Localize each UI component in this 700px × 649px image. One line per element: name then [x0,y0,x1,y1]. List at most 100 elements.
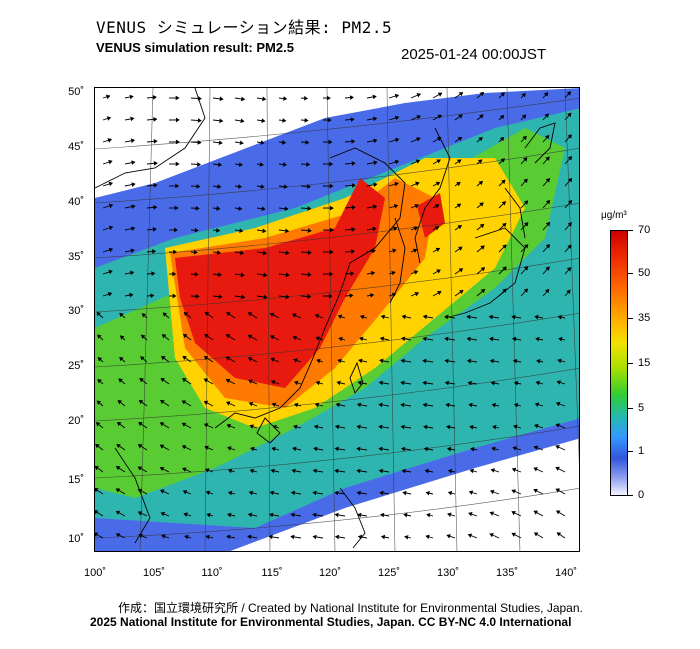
wind-arrowhead [108,247,114,253]
wind-arrowhead [555,510,561,515]
wind-arrowhead [502,244,507,249]
wind-arrowhead [373,204,378,210]
wind-arrowhead [262,250,268,256]
lon-label-100: 100˚ [83,567,107,579]
wind-arrowhead [96,400,102,405]
wind-arrowhead [119,335,125,340]
wind-arrowhead [401,468,406,474]
lat-label-20: 20˚ [68,415,84,427]
wind-arrowhead [217,162,223,167]
wind-arrowhead [480,267,486,272]
wind-arrowhead [329,271,334,277]
wind-arrowhead [334,512,339,518]
wind-arrowhead [444,358,449,364]
wind-arrowhead [119,356,124,362]
wind-arrowhead [285,272,290,278]
wind-arrowhead [160,511,166,517]
wind-arrowhead [394,181,399,187]
wind-arrowhead [378,402,383,408]
wind-arrowhead [533,445,539,450]
wind-arrowhead [511,314,516,320]
wind-arrowhead [304,117,309,123]
colorbar-label-5: 5 [638,402,645,414]
wind-arrowhead [468,511,473,517]
wind-arrowhead [555,488,561,493]
wind-arrowhead [444,336,449,342]
wind-arrowhead [349,95,354,100]
wind-arrowhead [567,134,572,139]
wind-arrowhead [555,466,560,471]
wind-arrowhead [172,293,177,299]
wind-arrowhead [416,115,421,120]
wind-arrowhead [304,95,309,101]
wind-arrowhead [350,271,355,276]
wind-arrowhead [357,380,362,386]
wind-arrowhead [334,446,339,452]
wind-arrowhead [372,94,377,100]
wind-arrowhead [490,468,495,473]
wind-arrowhead [140,356,145,361]
wind-arrowhead [247,512,253,518]
lat-label-25: 25˚ [68,360,84,372]
wind-arrowhead [240,272,245,278]
wind-arrowhead [216,228,221,233]
wind-arrowhead [205,490,211,496]
wind-arrowhead [378,446,383,452]
wind-arrowhead [380,512,385,518]
wind-arrowhead [511,510,516,516]
wind-arrowhead [336,380,341,386]
wind-arrowhead [425,490,430,496]
wind-arrowhead [248,379,253,384]
wind-arrowhead [359,314,365,320]
wind-arrowhead [172,271,177,277]
wind-arrowhead [478,137,483,142]
wind-arrowhead [446,446,452,452]
colorbar-label-70: 70 [638,224,651,236]
wind-arrowhead [312,512,317,518]
wind-arrowhead [489,533,494,538]
wind-arrowhead [173,249,178,255]
wind-arrowhead [334,424,340,430]
wind-arrowhead [160,489,165,494]
wind-arrowhead [283,96,288,101]
wind-arrowhead [523,266,529,271]
wind-arrowhead [458,114,463,119]
colorbar-label-1: 1 [638,445,645,457]
wind-arrowhead [248,402,254,407]
wind-arrowhead [404,535,409,540]
wind-arrowhead [490,380,495,386]
wind-arrowhead [491,446,496,452]
wind-arrowhead [240,118,245,124]
colorbar-label-35: 35 [638,312,651,324]
wind-arrowhead [413,226,419,231]
wind-arrowhead [137,488,143,494]
wind-arrowhead [480,288,486,294]
wind-arrowhead [466,358,472,364]
wind-arrowhead [458,268,464,273]
wind-arrowhead [247,334,253,339]
wind-arrowhead [492,424,497,430]
wind-arrowhead [351,227,356,232]
wind-arrowhead [227,446,232,451]
wind-arrowhead [511,532,516,537]
wind-arrowhead [556,532,562,537]
wind-arrowhead [567,222,572,227]
wind-arrowhead [203,400,209,406]
wind-arrowhead [182,490,188,495]
wind-arrowhead [511,467,517,473]
wind-arrowhead [434,204,440,209]
wind-arrowhead [217,184,222,189]
wind-arrowhead [175,183,180,189]
wind-arrowhead [216,250,222,255]
wind-arrowhead [115,488,121,493]
wind-arrowhead [107,138,113,143]
wind-arrowhead [218,140,223,146]
wind-arrowhead [543,92,549,97]
wind-arrowhead [477,159,483,164]
wind-arrowhead [329,249,334,255]
wind-arrowhead [270,357,275,363]
wind-arrowhead [400,446,406,452]
wind-arrowhead [131,204,136,209]
wind-arrowhead [175,139,180,145]
wind-arrowhead [141,313,147,318]
